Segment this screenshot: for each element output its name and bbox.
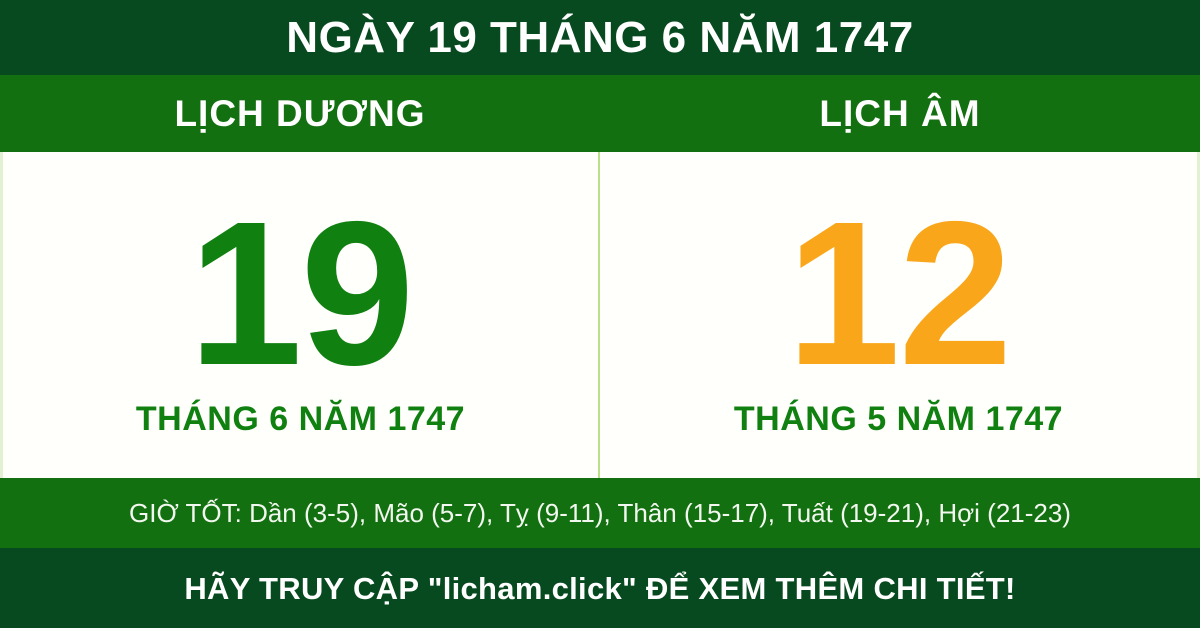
good-hours-text: GIỜ TỐT: Dần (3-5), Mão (5-7), Tỵ (9-11)… <box>129 498 1071 528</box>
lunar-month-year: THÁNG 5 NĂM 1747 <box>733 400 1064 439</box>
solar-day-number: 19 <box>188 178 414 408</box>
page-title: NGÀY 19 THÁNG 6 NĂM 1747 <box>286 12 914 62</box>
footer-cta-text: HÃY TRUY CẬP "licham.click" ĐỂ XEM THÊM … <box>184 570 1016 606</box>
solar-date-panel: 19 THÁNG 6 NĂM 1747 <box>3 152 600 478</box>
header-band: NGÀY 19 THÁNG 6 NĂM 1747 <box>0 0 1200 75</box>
date-panels: 19 THÁNG 6 NĂM 1747 12 THÁNG 5 NĂM 1747 <box>0 152 1200 478</box>
solar-month-year: THÁNG 6 NĂM 1747 <box>135 400 466 439</box>
good-hours-strip: GIỜ TỐT: Dần (3-5), Mão (5-7), Tỵ (9-11)… <box>0 478 1200 548</box>
lunar-date-panel: 12 THÁNG 5 NĂM 1747 <box>600 152 1197 478</box>
lunar-column-label: LỊCH ÂM <box>819 93 981 134</box>
solar-column-header: LỊCH DƯƠNG <box>0 75 600 152</box>
calendar-type-header: LỊCH DƯƠNG LỊCH ÂM <box>0 75 1200 152</box>
footer-banner: HÃY TRUY CẬP "licham.click" ĐỂ XEM THÊM … <box>0 548 1200 628</box>
solar-column-label: LỊCH DƯƠNG <box>174 93 426 134</box>
lunar-day-number: 12 <box>786 178 1012 408</box>
lunar-column-header: LỊCH ÂM <box>600 75 1200 152</box>
